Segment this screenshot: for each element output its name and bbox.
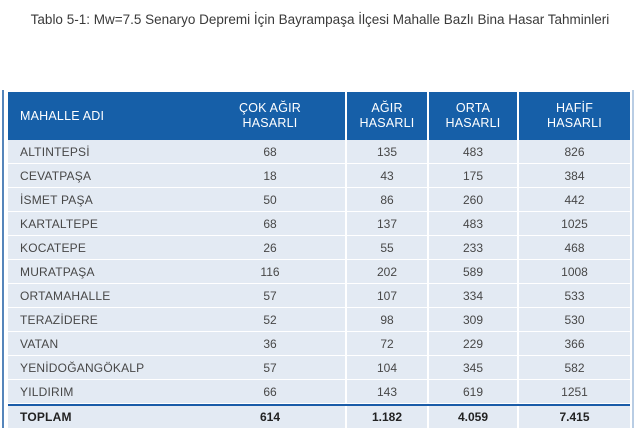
damage-count: 483 <box>427 212 517 235</box>
column-header: ORTA HASARLI <box>427 92 517 140</box>
table-row: VATAN 36 72 229 366 <box>8 332 630 355</box>
damage-count: 52 <box>263 312 277 327</box>
table-total-row: TOPLAM 614 1.182 4.059 7.415 <box>8 404 630 428</box>
damage-count: 309 <box>427 308 517 331</box>
neighborhood-name: MURATPAŞA <box>20 264 95 279</box>
column-header: MAHALLE ADI <box>8 92 195 140</box>
damage-count: 233 <box>427 236 517 259</box>
damage-count: 483 <box>427 140 517 163</box>
damage-count: 442 <box>517 188 630 211</box>
column-header-line: HASARLI <box>547 116 602 130</box>
damage-count: 135 <box>345 140 427 163</box>
damage-count: 36 <box>263 336 277 351</box>
damage-count: 468 <box>517 236 630 259</box>
damage-count: 384 <box>517 164 630 187</box>
damage-table: MAHALLE ADI ÇOK AĞIR HASARLI AĞIR HASARLI ORT… <box>8 92 630 428</box>
damage-count: 143 <box>345 380 427 403</box>
damage-count: 260 <box>427 188 517 211</box>
table-row: KOCATEPE 26 55 233 468 <box>8 236 630 259</box>
column-header-line: ORTA <box>455 101 491 115</box>
table-caption: Tablo 5-1: Mw=7.5 Senaryo Depremi İçin B… <box>30 12 610 27</box>
table-row: CEVATPAŞA 18 43 175 384 <box>8 164 630 187</box>
damage-count: 98 <box>345 308 427 331</box>
column-header-line: HAFİF <box>555 101 594 115</box>
table-body: ALTINTEPSİ 68 135 483 826 CEVATPAŞA 18 43 175 384… <box>8 140 630 403</box>
table-header-row: MAHALLE ADI ÇOK AĞIR HASARLI AĞIR HASARLI ORT… <box>8 92 630 140</box>
table-right-border <box>632 90 634 428</box>
damage-count: 68 <box>263 216 277 231</box>
column-header-line: HASARLI <box>445 116 501 130</box>
table-row: MURATPAŞA 116 202 589 1008 <box>8 260 630 283</box>
table-row: TERAZİDERE 52 98 309 530 <box>8 308 630 331</box>
table-row: KARTALTEPE 68 137 483 1025 <box>8 212 630 235</box>
damage-count: 533 <box>517 284 630 307</box>
total-count: 4.059 <box>427 406 517 428</box>
neighborhood-name: TERAZİDERE <box>20 312 99 327</box>
total-label: TOPLAM <box>20 410 72 424</box>
damage-count: 66 <box>263 384 277 399</box>
damage-count: 18 <box>263 168 277 183</box>
neighborhood-name: YILDIRIM <box>20 384 74 399</box>
table-row: YENİDOĞANGÖKALP 57 104 345 582 <box>8 356 630 379</box>
damage-count: 582 <box>517 356 630 379</box>
damage-count: 589 <box>427 260 517 283</box>
neighborhood-name: KARTALTEPE <box>20 216 99 231</box>
column-header-line: HASARLI <box>359 116 415 130</box>
damage-count: 175 <box>427 164 517 187</box>
damage-count: 137 <box>345 212 427 235</box>
damage-count: 68 <box>263 144 277 159</box>
table-left-border <box>2 90 4 428</box>
damage-count: 619 <box>427 380 517 403</box>
table-row: YILDIRIM 66 143 619 1251 <box>8 380 630 403</box>
damage-count: 1251 <box>517 380 630 403</box>
damage-count: 202 <box>345 260 427 283</box>
neighborhood-name: VATAN <box>20 336 59 351</box>
damage-count: 50 <box>263 192 277 207</box>
damage-count: 1025 <box>517 212 630 235</box>
neighborhood-name: YENİDOĞANGÖKALP <box>20 360 145 375</box>
damage-count: 116 <box>260 264 280 279</box>
damage-count: 72 <box>345 332 427 355</box>
damage-count: 107 <box>345 284 427 307</box>
damage-count: 26 <box>263 240 277 255</box>
damage-count: 1008 <box>517 260 630 283</box>
neighborhood-name: CEVATPAŞA <box>20 168 92 183</box>
table-row: ORTAMAHALLE 57 107 334 533 <box>8 284 630 307</box>
damage-count: 229 <box>427 332 517 355</box>
column-header: ÇOK AĞIR HASARLI <box>195 92 345 140</box>
column-header: AĞIR HASARLI <box>345 92 427 140</box>
damage-count: 57 <box>263 288 277 303</box>
damage-count: 43 <box>345 164 427 187</box>
total-count: 1.182 <box>345 406 427 428</box>
column-header-line: AĞIR <box>371 101 403 115</box>
damage-count: 86 <box>345 188 427 211</box>
total-count: 614 <box>259 410 281 424</box>
total-count: 7.415 <box>517 406 630 428</box>
column-header: HAFİF HASARLI <box>517 92 630 140</box>
damage-count: 334 <box>427 284 517 307</box>
table-row: İSMET PAŞA 50 86 260 442 <box>8 188 630 211</box>
damage-count: 104 <box>345 356 427 379</box>
damage-count: 826 <box>517 140 630 163</box>
damage-count: 366 <box>517 332 630 355</box>
table-row: ALTINTEPSİ 68 135 483 826 <box>8 140 630 163</box>
damage-count: 55 <box>345 236 427 259</box>
column-header-line: MAHALLE ADI <box>20 108 105 123</box>
damage-count: 530 <box>517 308 630 331</box>
column-header-line: ÇOK AĞIR <box>238 101 302 115</box>
neighborhood-name: ALTINTEPSİ <box>20 144 90 159</box>
damage-count: 57 <box>263 360 277 375</box>
column-header-line: HASARLI <box>242 116 298 130</box>
damage-count: 345 <box>427 356 517 379</box>
neighborhood-name: ORTAMAHALLE <box>20 288 111 303</box>
neighborhood-name: KOCATEPE <box>20 240 87 255</box>
neighborhood-name: İSMET PAŞA <box>20 192 93 207</box>
